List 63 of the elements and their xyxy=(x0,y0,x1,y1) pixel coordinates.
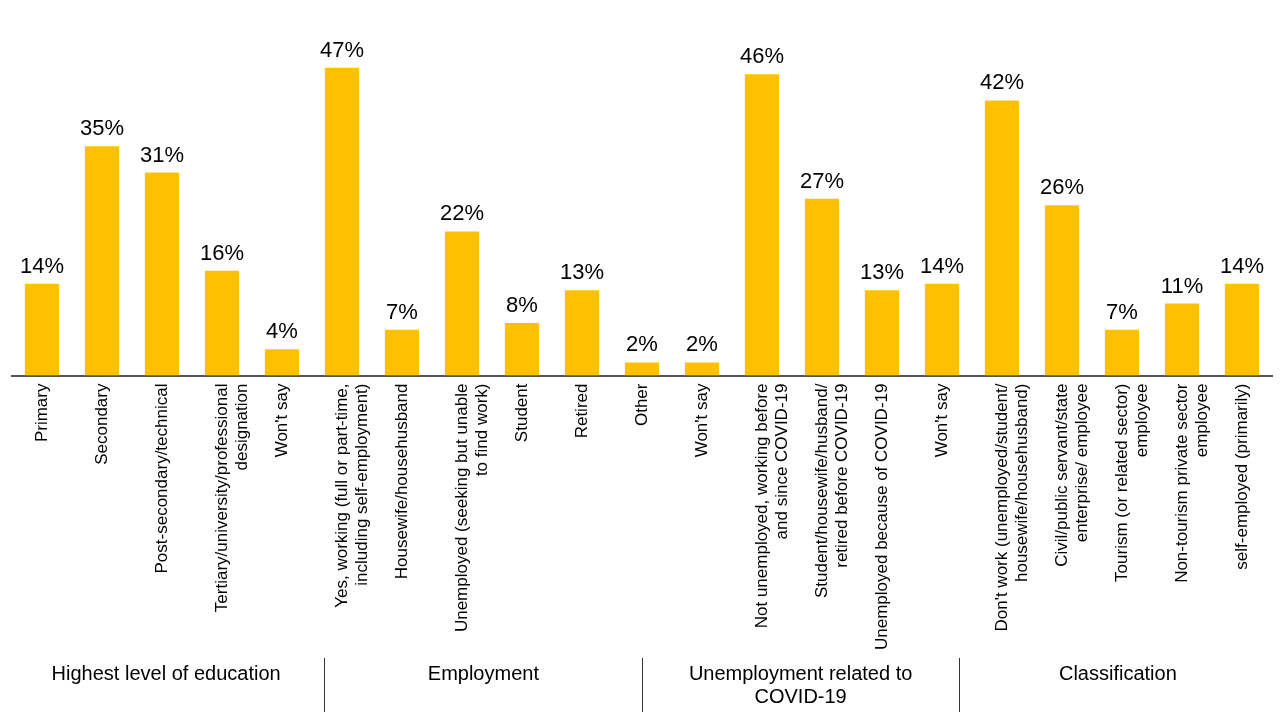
text: Highest level of education xyxy=(50,661,282,686)
bar xyxy=(864,290,900,376)
x-tick-label: Post-secondary/technical xyxy=(151,383,171,574)
data-label: 14% xyxy=(1219,252,1265,278)
data-label: 7% xyxy=(386,298,418,324)
data-label: 47% xyxy=(319,36,365,62)
data-label: 13% xyxy=(559,259,605,285)
data-label: 46% xyxy=(739,43,785,69)
bar xyxy=(444,231,480,376)
bar xyxy=(744,74,780,376)
bar xyxy=(324,67,360,376)
x-tick-label: Other xyxy=(631,383,651,427)
x-tick-label: Won't say xyxy=(931,383,951,458)
bar xyxy=(24,283,60,376)
bar xyxy=(924,283,960,376)
data-label: 26% xyxy=(1039,174,1085,200)
bar xyxy=(624,362,660,376)
data-label: 7% xyxy=(1106,298,1138,324)
text: Classification xyxy=(958,658,1276,712)
bar xyxy=(1044,205,1080,376)
data-label: 8% xyxy=(506,292,538,318)
bar xyxy=(204,270,240,376)
data-label: 16% xyxy=(199,239,245,265)
bar xyxy=(684,362,720,376)
data-label: 27% xyxy=(799,167,845,193)
data-label: 35% xyxy=(79,115,125,141)
x-tick-label: Won't say xyxy=(691,383,711,458)
bar xyxy=(1164,303,1200,376)
data-label: 13% xyxy=(859,259,905,285)
x-tick-label: Secondary xyxy=(91,383,111,465)
x-tick-label: Primary xyxy=(31,383,51,443)
bar xyxy=(804,198,840,376)
x-tick-label: Student xyxy=(511,383,531,443)
x-tick-label: Retired xyxy=(571,383,591,439)
data-label: 4% xyxy=(266,318,298,344)
data-label: 22% xyxy=(439,200,485,226)
bar xyxy=(1224,283,1260,376)
data-label: 2% xyxy=(686,331,718,357)
x-tick-label: Yes, working (full or part-time, including self-employment) xyxy=(331,383,372,608)
x-tick-label: Unemployed (seeking but unable to find work) xyxy=(451,383,492,633)
x-tick-label: Housewife/househusband xyxy=(391,383,411,580)
data-label: 14% xyxy=(19,252,65,278)
bar xyxy=(84,146,120,376)
bar xyxy=(564,290,600,376)
bar xyxy=(264,349,300,376)
data-label: 42% xyxy=(979,69,1025,95)
bar xyxy=(504,323,540,376)
data-label: 11% xyxy=(1160,272,1204,298)
x-tick-label: self-employed (primarily) xyxy=(1231,383,1251,570)
bar xyxy=(1104,329,1140,376)
text: Unemployment related to COVID-19 xyxy=(641,658,959,712)
x-tick-label: Not unemployed, working before and since COVID-19 xyxy=(751,383,792,629)
bar xyxy=(144,172,180,376)
data-label: 31% xyxy=(139,141,185,167)
bar xyxy=(984,100,1020,376)
x-tick-label: Tertiary/university/professional designation xyxy=(211,383,252,613)
x-tick-label: Don't work (unemployed/student/housewife/househusband) xyxy=(991,383,1032,632)
bar xyxy=(384,329,420,376)
data-label: 14% xyxy=(919,252,965,278)
x-tick-label: Unemployed because of COVID-19 xyxy=(871,383,891,651)
x-tick-label: Won't say xyxy=(271,383,291,458)
data-label: 2% xyxy=(626,331,658,357)
text: Employment xyxy=(324,658,642,712)
